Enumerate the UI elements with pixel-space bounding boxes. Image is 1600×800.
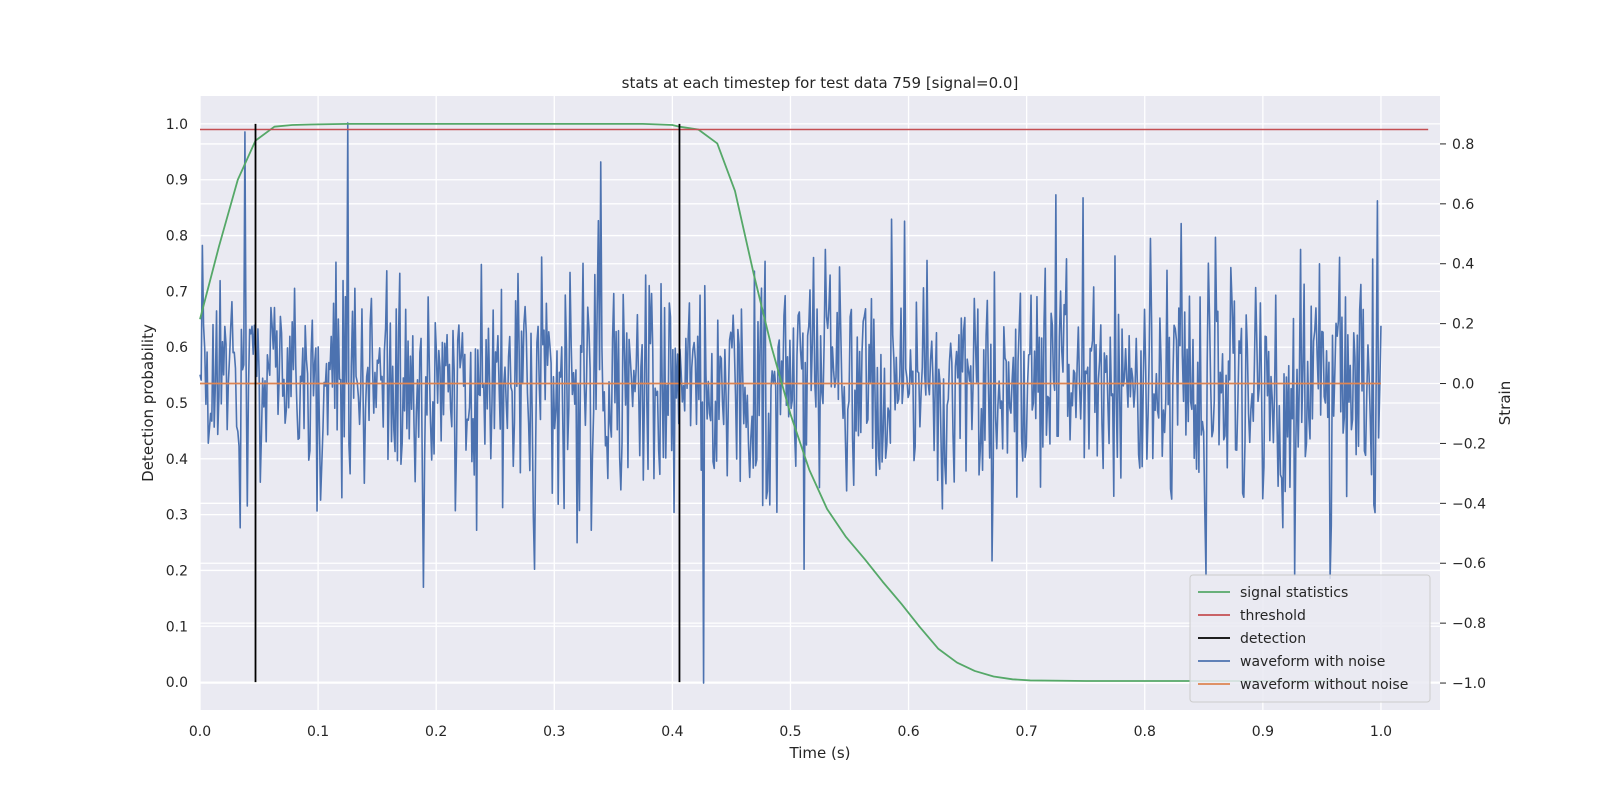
legend-entry: detection — [1240, 631, 1306, 647]
y-tick-label: 0.5 — [166, 396, 188, 412]
y2-tick-label: −0.4 — [1452, 496, 1486, 512]
y2-tick-label: 0.8 — [1452, 137, 1474, 153]
x-axis-label: Time (s) — [789, 744, 851, 762]
series-layer — [199, 122, 1429, 684]
y-tick-label: 0.3 — [166, 508, 188, 524]
y2-tick-label: −0.8 — [1452, 616, 1486, 632]
x-tick-label: 0.8 — [1134, 724, 1156, 740]
legend-entry: threshold — [1240, 608, 1306, 624]
y-axis-label: Detection probability — [139, 324, 157, 482]
y-tick-label: 0.1 — [166, 619, 188, 635]
y-tick-label: 0.6 — [166, 340, 188, 356]
x-tick-label: 1.0 — [1370, 724, 1392, 740]
legend: signal statistics threshold detection wavef… — [1189, 574, 1431, 703]
chart-title: stats at each timestep for test data 759… — [622, 74, 1019, 92]
y-tick-label: 1.0 — [166, 117, 188, 133]
y2-axis-label: Strain — [1496, 381, 1514, 425]
y2-tick-label: 0.6 — [1452, 197, 1474, 213]
y2-tick-label: 0.0 — [1452, 377, 1474, 393]
ticks-layer: 0.0 0.1 0.2 0.3 0.4 0.5 0.6 0.7 0.8 0.9 1.0 0.0 0.1 0… — [166, 117, 1486, 740]
x-tick-label: 0.9 — [1252, 724, 1274, 740]
x-tick-label: 0.5 — [779, 724, 801, 740]
x-tick-label: 0.3 — [543, 724, 565, 740]
y-tick-label: 0.2 — [166, 563, 188, 579]
legend-entry: waveform without noise — [1240, 677, 1408, 693]
y-tick-label: 0.7 — [166, 284, 188, 300]
y-tick-label: 0.4 — [166, 452, 188, 468]
y-tick-label: 0.8 — [166, 229, 188, 245]
y2-tick-label: −0.2 — [1452, 436, 1486, 452]
y2-tick-label: −1.0 — [1452, 676, 1486, 692]
y-tick-label: 0.0 — [166, 675, 188, 691]
legend-box — [1189, 574, 1431, 703]
series-waveform-with-noise — [199, 122, 1382, 684]
x-tick-label: 0.2 — [425, 724, 447, 740]
y2-tick-label: 0.4 — [1452, 257, 1474, 273]
x-tick-label: 0.1 — [307, 724, 329, 740]
x-tick-label: 0.4 — [661, 724, 683, 740]
x-tick-label: 0.6 — [897, 724, 919, 740]
x-tick-label: 0.0 — [189, 724, 211, 740]
y-tick-label: 0.9 — [166, 173, 188, 189]
series-signal-statistics — [199, 123, 1363, 682]
y2-tick-label: −0.6 — [1452, 556, 1486, 572]
legend-entry: signal statistics — [1240, 585, 1348, 601]
legend-entry: waveform with noise — [1240, 654, 1385, 670]
y2-tick-label: 0.2 — [1452, 317, 1474, 333]
x-tick-label: 0.7 — [1016, 724, 1038, 740]
